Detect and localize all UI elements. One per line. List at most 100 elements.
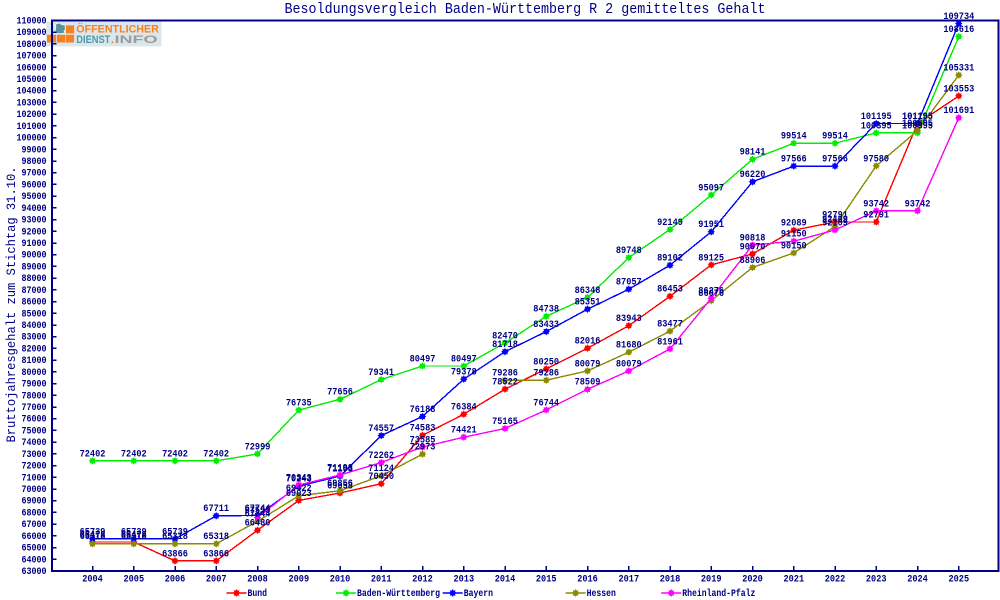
svg-text:77656: 77656 <box>327 387 353 399</box>
svg-text:74583: 74583 <box>410 423 436 435</box>
svg-text:92791: 92791 <box>863 209 889 221</box>
svg-text:75000: 75000 <box>22 425 47 437</box>
svg-text:2025: 2025 <box>949 574 970 586</box>
svg-text:99514: 99514 <box>822 131 848 143</box>
svg-text:97566: 97566 <box>822 154 848 166</box>
svg-text:110000: 110000 <box>17 15 47 27</box>
svg-text:92000: 92000 <box>22 226 47 238</box>
svg-text:Besoldungsvergleich Baden-Würt: Besoldungsvergleich Baden-Württemberg R … <box>285 2 766 18</box>
svg-text:81000: 81000 <box>22 355 47 367</box>
svg-text:83433: 83433 <box>533 319 559 331</box>
svg-text:86000: 86000 <box>22 297 47 309</box>
svg-text:98141: 98141 <box>740 147 766 159</box>
svg-text:101691: 101691 <box>943 105 974 117</box>
svg-text:100395: 100395 <box>861 120 892 132</box>
svg-text:2013: 2013 <box>454 574 475 586</box>
svg-text:Bruttojahresgehalt zum Stichta: Bruttojahresgehalt zum Stichtag 31.10. <box>5 167 19 443</box>
svg-text:92791: 92791 <box>822 209 848 221</box>
svg-text:2004: 2004 <box>82 574 103 586</box>
svg-text:76735: 76735 <box>286 398 312 410</box>
svg-text:78509: 78509 <box>575 377 601 389</box>
svg-text:88906: 88906 <box>740 255 766 267</box>
svg-text:86453: 86453 <box>657 284 683 296</box>
svg-text:74557: 74557 <box>368 423 394 435</box>
svg-text:96000: 96000 <box>22 179 47 191</box>
svg-text:85000: 85000 <box>22 308 47 320</box>
svg-text:72000: 72000 <box>22 461 47 473</box>
svg-text:79378: 79378 <box>451 367 477 379</box>
svg-text:65478: 65478 <box>80 529 106 541</box>
svg-text:105000: 105000 <box>17 74 47 86</box>
svg-text:97566: 97566 <box>781 154 807 166</box>
svg-text:89125: 89125 <box>698 252 724 264</box>
svg-text:90818: 90818 <box>740 233 766 245</box>
svg-text:109734: 109734 <box>943 11 974 23</box>
svg-text:83000: 83000 <box>22 332 47 344</box>
svg-text:90000: 90000 <box>22 250 47 262</box>
svg-text:89000: 89000 <box>22 261 47 273</box>
svg-text:100395: 100395 <box>902 120 933 132</box>
svg-text:83943: 83943 <box>616 313 642 325</box>
svg-text:64000: 64000 <box>22 554 47 566</box>
svg-text:79341: 79341 <box>368 367 394 379</box>
svg-text:65318: 65318 <box>80 531 106 543</box>
svg-text:72402: 72402 <box>203 448 229 460</box>
svg-text:82000: 82000 <box>22 343 47 355</box>
svg-text:67000: 67000 <box>22 519 47 531</box>
svg-text:76744: 76744 <box>533 397 559 409</box>
svg-text:88000: 88000 <box>22 273 47 285</box>
svg-text:2015: 2015 <box>536 574 557 586</box>
svg-text:.: . <box>111 34 114 46</box>
svg-text:2009: 2009 <box>289 574 310 586</box>
svg-text:87057: 87057 <box>616 277 642 289</box>
svg-text:2016: 2016 <box>577 574 598 586</box>
svg-text:86276: 86276 <box>698 286 724 298</box>
svg-text:79000: 79000 <box>22 379 47 391</box>
svg-text:63866: 63866 <box>162 548 188 560</box>
svg-text:93742: 93742 <box>863 198 889 210</box>
svg-text:2024: 2024 <box>907 574 928 586</box>
svg-text:65318: 65318 <box>203 531 229 543</box>
svg-text:99000: 99000 <box>22 144 47 156</box>
svg-text:65739: 65739 <box>121 526 147 538</box>
svg-text:108616: 108616 <box>943 24 974 36</box>
svg-text:105331: 105331 <box>943 63 974 75</box>
svg-text:2007: 2007 <box>206 574 227 586</box>
svg-text:71124: 71124 <box>368 463 394 475</box>
svg-text:86076: 86076 <box>698 288 724 300</box>
svg-text:86348: 86348 <box>575 285 601 297</box>
svg-text:2010: 2010 <box>330 574 351 586</box>
svg-text:78522: 78522 <box>492 377 518 389</box>
svg-text:93742: 93742 <box>905 198 931 210</box>
svg-text:67711: 67711 <box>203 503 229 515</box>
svg-text:84738: 84738 <box>533 304 559 316</box>
svg-text:80497: 80497 <box>451 353 477 365</box>
svg-text:79286: 79286 <box>533 368 559 380</box>
svg-text:65000: 65000 <box>22 543 47 555</box>
svg-text:2020: 2020 <box>742 574 763 586</box>
svg-text:108000: 108000 <box>17 39 47 51</box>
svg-text:77000: 77000 <box>22 402 47 414</box>
svg-text:83477: 83477 <box>657 319 683 331</box>
svg-text:2012: 2012 <box>412 574 433 586</box>
svg-text:2021: 2021 <box>784 574 805 586</box>
svg-text:71103: 71103 <box>327 464 353 476</box>
svg-text:70343: 70343 <box>286 472 312 484</box>
svg-text:81961: 81961 <box>657 336 683 348</box>
svg-text:71000: 71000 <box>22 472 47 484</box>
svg-text:102000: 102000 <box>17 109 47 121</box>
svg-text:80079: 80079 <box>575 358 601 370</box>
svg-text:109000: 109000 <box>17 27 47 39</box>
svg-text:Bund: Bund <box>248 588 268 600</box>
svg-text:92109: 92109 <box>822 217 848 229</box>
svg-text:90150: 90150 <box>781 240 807 252</box>
svg-text:76000: 76000 <box>22 414 47 426</box>
svg-text:85351: 85351 <box>575 297 601 309</box>
svg-text:79286: 79286 <box>492 368 518 380</box>
svg-text:69856: 69856 <box>327 478 353 490</box>
svg-text:DIENST: DIENST <box>76 34 110 46</box>
svg-text:67555: 67555 <box>245 505 271 517</box>
svg-text:87000: 87000 <box>22 285 47 297</box>
svg-text:82470: 82470 <box>492 330 518 342</box>
svg-text:69023: 69023 <box>286 488 312 500</box>
